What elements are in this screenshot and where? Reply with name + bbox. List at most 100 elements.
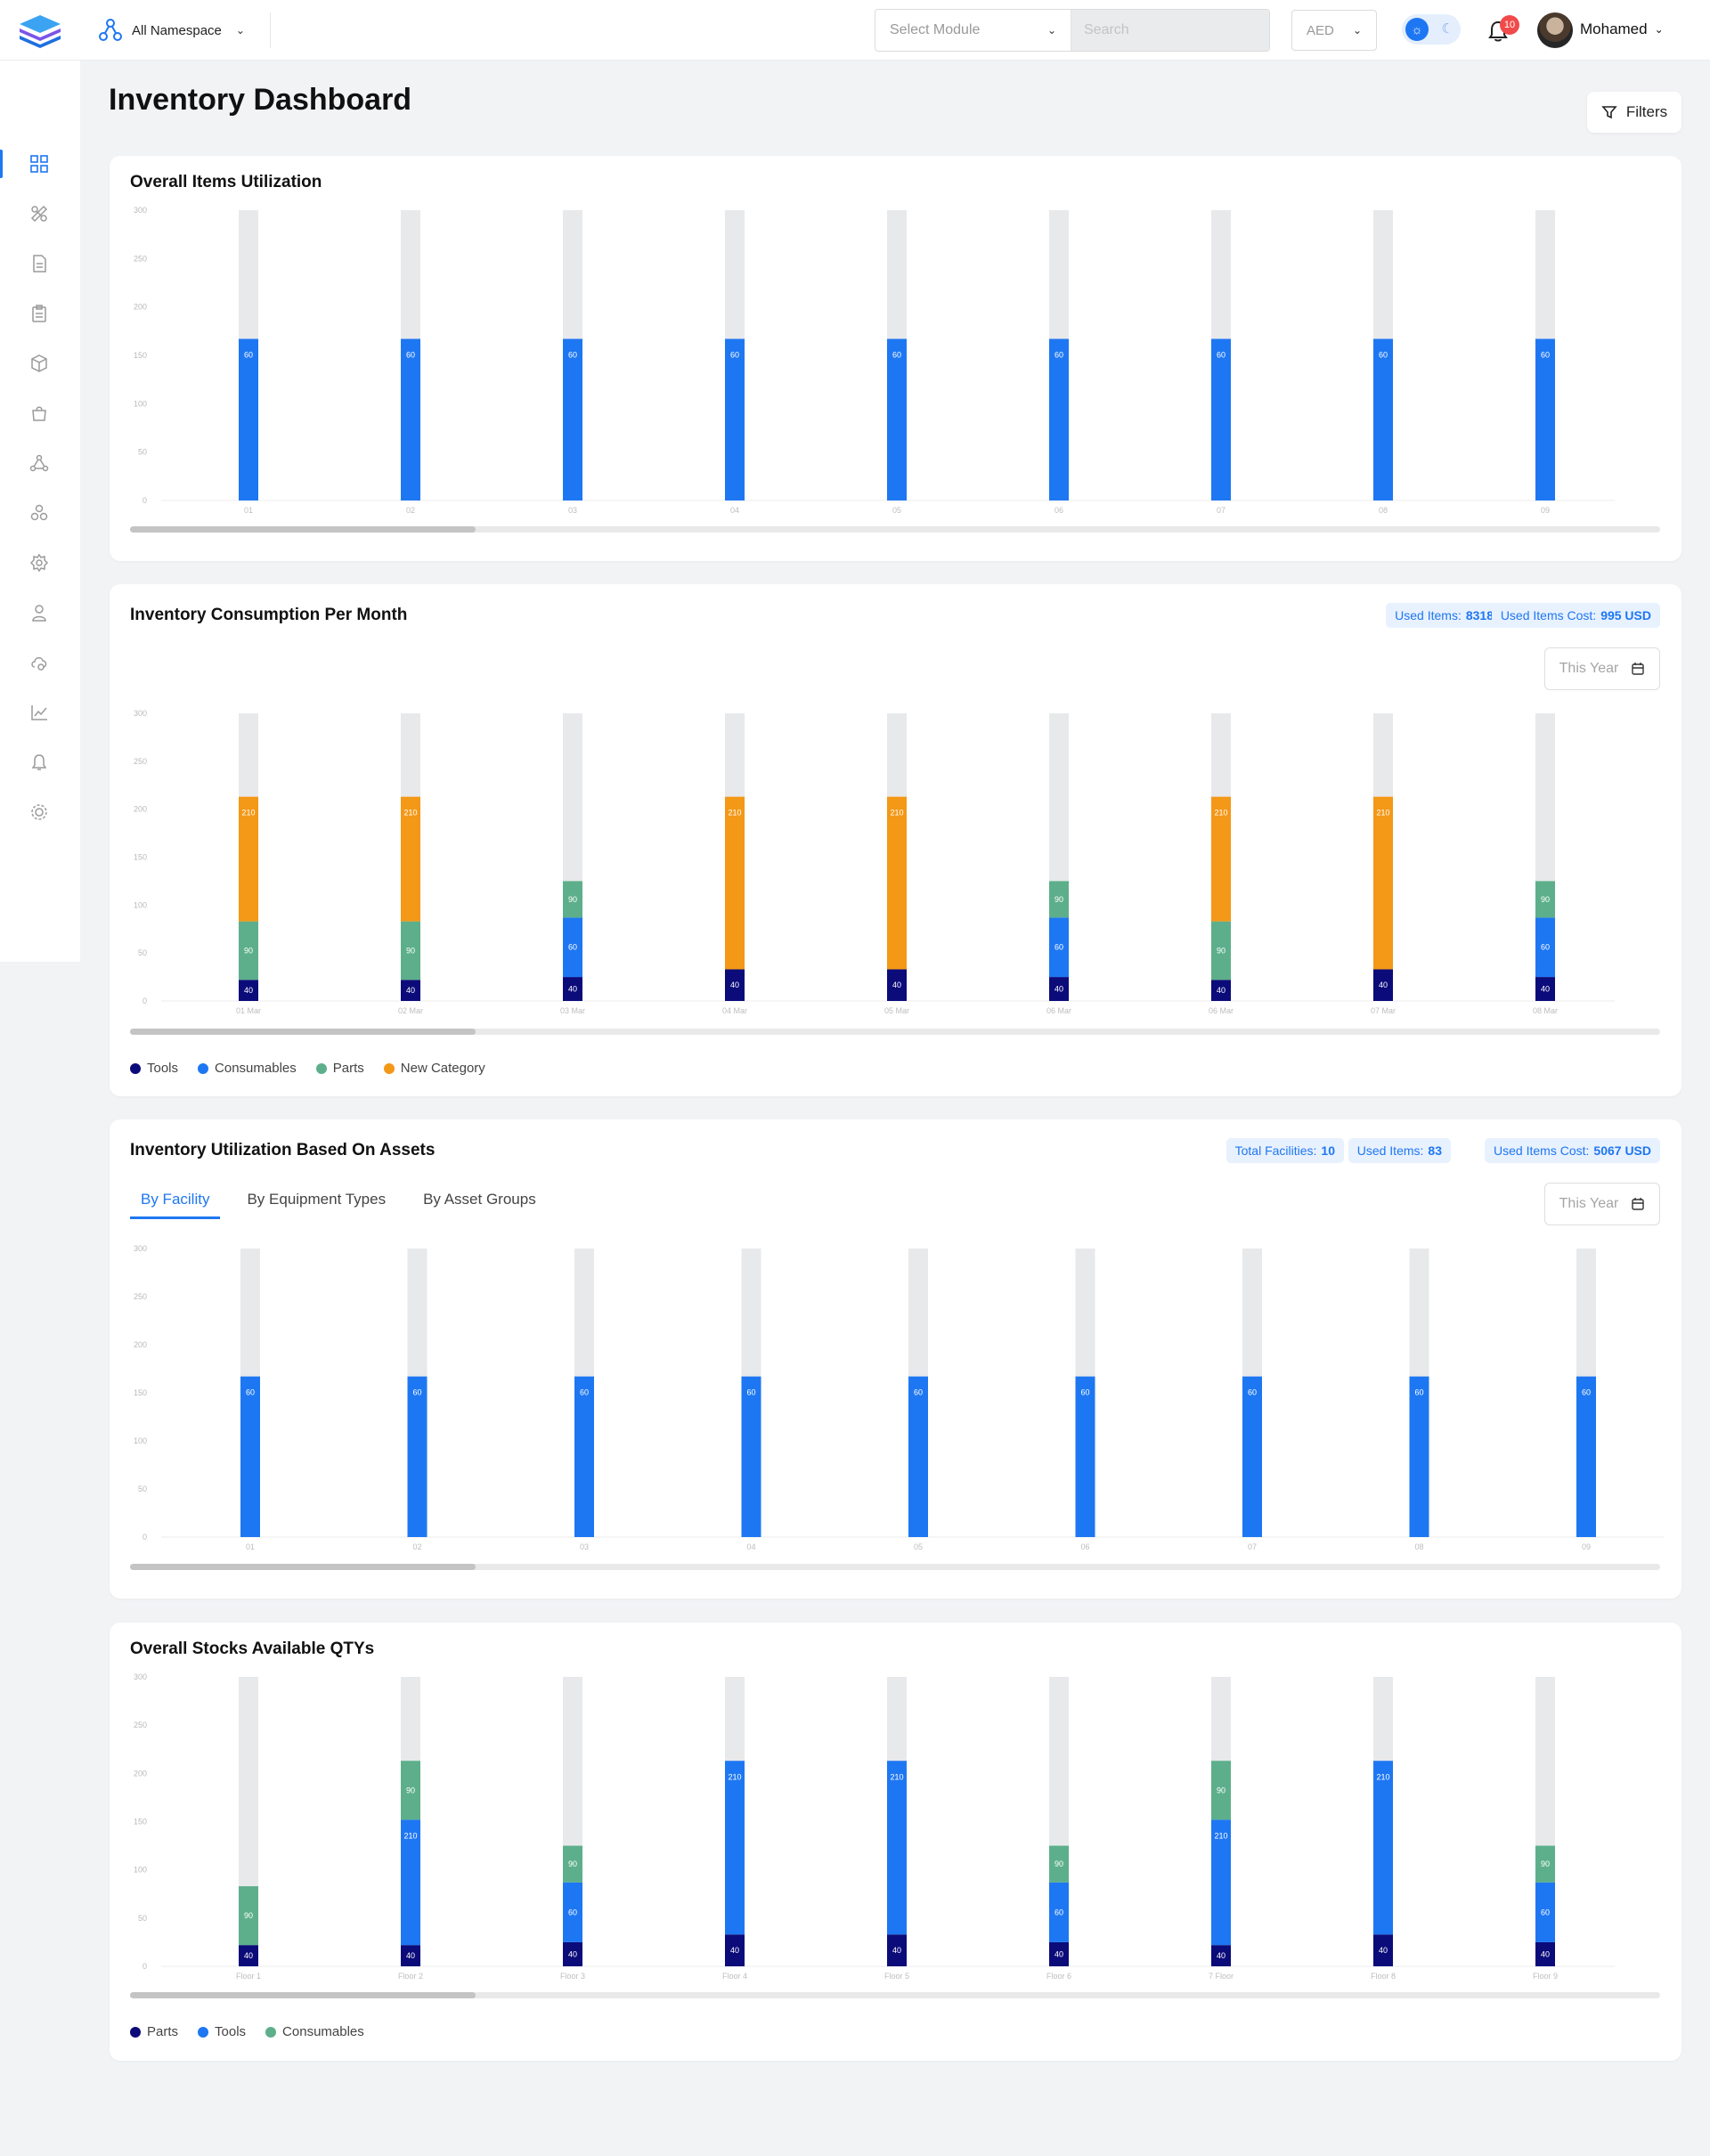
avatar[interactable] (1537, 12, 1573, 48)
scrollbar-thumb[interactable] (130, 1992, 476, 1998)
bar-value-label: 210 (403, 1831, 417, 1840)
legend-item-consumables[interactable]: Consumables (198, 1061, 297, 1076)
x-tick-label: Floor 4 (722, 1972, 747, 1981)
bar-segment (1535, 1941, 1555, 1966)
bag-icon[interactable] (27, 401, 52, 426)
currency-select[interactable]: AED ⌄ (1291, 10, 1377, 51)
x-tick-label: 03 (580, 1542, 589, 1551)
y-tick-label: 0 (142, 496, 147, 505)
used-items-badge: Used Items: 83 (1348, 1138, 1451, 1163)
tab-by-asset-groups[interactable]: By Asset Groups (423, 1191, 536, 1208)
x-tick-label: Floor 5 (884, 1972, 909, 1981)
bar-segment (1049, 881, 1069, 918)
bar-segment (407, 1376, 428, 1537)
reports-icon[interactable] (27, 251, 52, 276)
tab-by-equipment-types[interactable]: By Equipment Types (247, 1191, 387, 1208)
legend-item-new-category[interactable]: New Category (383, 1061, 485, 1076)
used-items-cost-badge: Used Items Cost: 5067 USD (1485, 1138, 1660, 1163)
bar-value-label: 60 (246, 1388, 255, 1397)
bar-segment (239, 1945, 258, 1966)
bar-value-label: 60 (914, 1388, 923, 1397)
theme-toggle[interactable]: ☼ ☾ (1402, 14, 1461, 45)
consumption-card: Inventory Consumption Per Month Used Ite… (110, 584, 1682, 1096)
period-label: This Year (1559, 661, 1619, 676)
sun-icon[interactable]: ☼ (1405, 18, 1429, 41)
bar-segment (401, 1761, 420, 1820)
settings-gear-icon[interactable] (27, 550, 52, 575)
user-menu[interactable]: Mohamed ⌄ (1580, 20, 1664, 38)
legend-item-tools[interactable]: Tools (198, 2024, 246, 2039)
cog-icon[interactable] (27, 800, 52, 825)
period-picker[interactable]: This Year (1544, 647, 1660, 690)
consumption-scrollbar[interactable] (130, 1029, 1660, 1035)
period-picker[interactable]: This Year (1544, 1183, 1660, 1225)
y-tick-label: 100 (134, 900, 147, 909)
bell-icon[interactable] (27, 750, 52, 775)
bar-value-label: 90 (244, 946, 253, 955)
bar-segment (563, 1882, 582, 1942)
bar-value-label: 40 (730, 980, 739, 989)
bar-segment (725, 796, 745, 970)
legend-item-parts[interactable]: Parts (315, 1061, 364, 1076)
bar-value-label: 60 (1054, 943, 1063, 952)
x-tick-label: 02 (406, 506, 415, 515)
bar-segment (563, 1941, 582, 1966)
consumption-chart: 0 50 100 150 200 250 300 40 90 210 01 Mar 40 90 210 02… (134, 709, 1615, 1015)
tools-icon[interactable] (27, 201, 52, 226)
currency-value: AED (1307, 22, 1334, 38)
utilization-scrollbar[interactable] (130, 526, 1660, 533)
bar-value-label: 210 (1214, 809, 1227, 818)
app-logo[interactable] (16, 12, 64, 50)
legend-item-tools[interactable]: Tools (130, 1061, 178, 1076)
assets-scrollbar[interactable] (130, 1564, 1660, 1570)
chevron-down-icon: ⌄ (1352, 24, 1362, 37)
namespace-selector[interactable]: All Namespace ⌄ (98, 18, 245, 43)
scrollbar-thumb[interactable] (130, 1029, 476, 1035)
stocks-scrollbar[interactable] (130, 1992, 1660, 1998)
notification-count-badge: 10 (1500, 15, 1519, 35)
x-tick-label: 04 (730, 506, 739, 515)
legend-item-consumables[interactable]: Consumables (265, 2024, 364, 2039)
user-icon[interactable] (27, 600, 52, 625)
legend-label: Parts (147, 2024, 179, 2039)
bar-value-label: 60 (1248, 1388, 1257, 1397)
scrollbar-thumb[interactable] (130, 526, 476, 533)
search-input[interactable]: Search (1071, 10, 1269, 51)
cloud-sync-icon[interactable] (27, 650, 52, 675)
bar-value-label: 90 (1054, 895, 1063, 904)
stocks-card: Overall Stocks Available QTYs 0 50 100 150 2… (110, 1623, 1682, 2061)
bar-segment (401, 1819, 420, 1946)
x-tick-label: 03 Mar (560, 1006, 585, 1015)
network-icon[interactable] (27, 451, 52, 476)
bar-value-label: 210 (1376, 1772, 1389, 1781)
legend-label: Parts (332, 1061, 364, 1076)
y-tick-label: 50 (138, 1485, 147, 1493)
dashboard-grid-icon[interactable] (27, 151, 52, 176)
bar-value-label: 40 (892, 1946, 901, 1955)
clipboard-icon[interactable] (27, 301, 52, 326)
tab-by-facility[interactable]: By Facility (130, 1191, 221, 1219)
bar-value-label: 90 (1217, 1786, 1226, 1794)
x-tick-label: 05 (914, 1542, 923, 1551)
chevron-down-icon: ⌄ (1046, 24, 1056, 37)
bar-segment (741, 1376, 761, 1537)
bar-value-label: 210 (1214, 1831, 1227, 1840)
module-select[interactable]: Select Module ⌄ (875, 10, 1071, 51)
y-tick-label: 250 (134, 254, 147, 263)
filters-button[interactable]: Filters (1587, 92, 1682, 133)
bar-segment (887, 1761, 907, 1935)
bar-value-label: 210 (728, 1772, 741, 1781)
legend-item-parts[interactable]: Parts (130, 2024, 178, 2039)
x-tick-label: 09 (1541, 506, 1550, 515)
box-icon[interactable] (27, 351, 52, 376)
moon-icon[interactable]: ☾ (1441, 21, 1454, 37)
bar-value-label: 40 (406, 1951, 415, 1960)
bar-value-label: 60 (580, 1388, 589, 1397)
stocks-chart: 0 50 100 150 200 250 300 40 90 Floor 1 40 210 90 Floo… (134, 1672, 1615, 1981)
assets-icon[interactable] (27, 500, 52, 525)
bar-segment (401, 921, 420, 980)
x-tick-label: 01 (244, 506, 253, 515)
scrollbar-thumb[interactable] (130, 1564, 476, 1570)
bar-segment (239, 1886, 258, 1946)
chart-line-icon[interactable] (27, 700, 52, 725)
